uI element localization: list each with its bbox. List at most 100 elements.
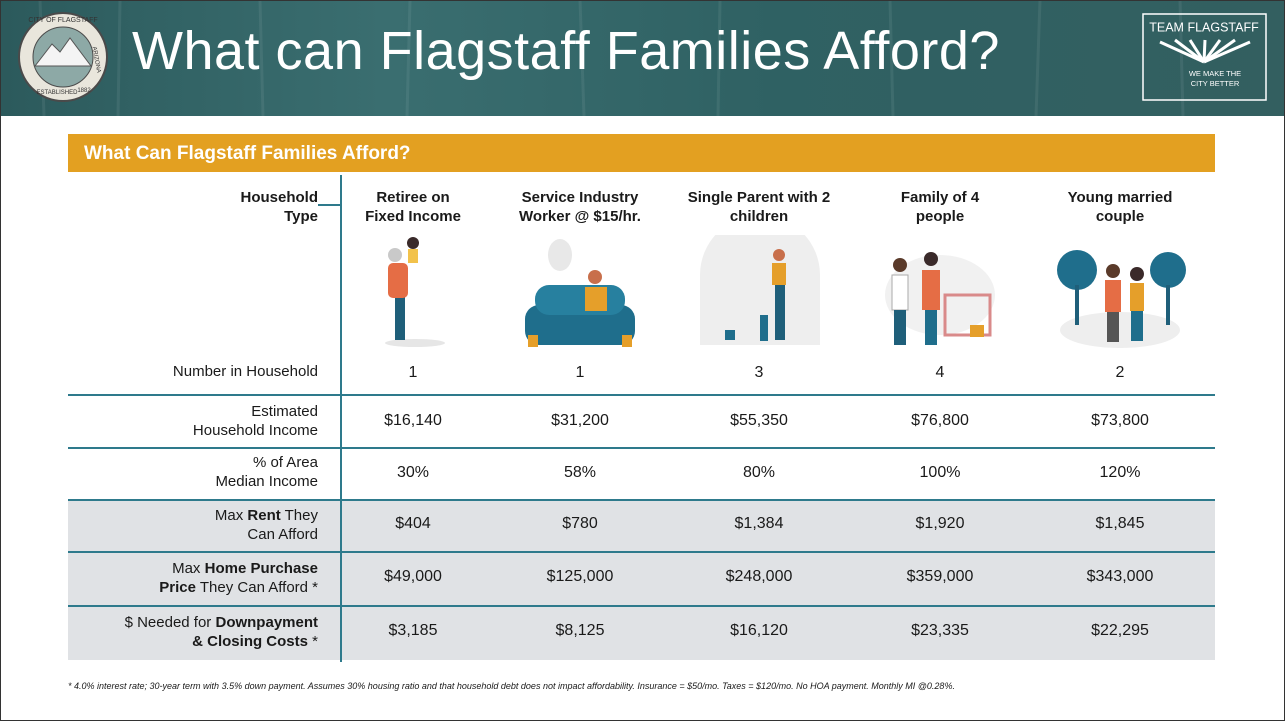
cell-value: $248,000 [725,568,793,585]
text: Single Parent with 2 [687,189,831,206]
row-label: Number in Household [173,362,318,381]
text: Price [159,579,196,596]
text: children [729,208,789,225]
seal-text: ESTABLISHED [37,90,79,96]
text: Max [214,507,244,524]
cell-value: $1,384 [734,515,784,532]
text: people [915,208,965,225]
text: * [312,633,318,650]
text: % of Area [252,454,318,471]
cell-value: $49,000 [384,568,442,585]
row-label: Max Home Purchase Price They Can Afford * [159,559,318,597]
cell-value: $31,200 [551,412,609,429]
cell-value: 2 [1115,364,1125,381]
cell-value: $3,185 [388,622,438,639]
gray-rows [68,500,1215,660]
row-separator [68,499,1215,501]
cell-value: $404 [395,515,431,532]
row-separator [68,605,1215,607]
row-separator [68,394,1215,396]
cell-value: 3 [754,364,764,381]
row-separator [68,447,1215,449]
text: Type [284,208,318,225]
text: & Closing Costs [192,633,308,650]
header-texture: CITY OF FLAGSTAFF ARIZONA ESTABLISHED 18… [18,0,1267,116]
column-header: Single Parent with 2 children [669,188,849,226]
text: Rent [247,507,281,524]
text: Can Afford [247,526,318,543]
cell-value: 80% [742,464,776,481]
cell-value: $359,000 [906,568,974,585]
cell-value: 4 [935,364,945,381]
slide-title: What can Flagstaff Families Afford? [132,21,1000,81]
text: Downpayment [215,614,318,631]
column-header: Retiree on Fixed Income [323,188,503,226]
cell-value: 120% [1099,464,1141,481]
logo-text: TEAM FLAGSTAFF [1149,20,1259,34]
cell-value: $22,295 [1091,622,1149,639]
row-label: Max Rent They Can Afford [215,506,318,544]
column-header: Young married couple [1030,188,1210,226]
illustration-family [885,252,995,345]
cell-value: $55,350 [730,412,788,429]
cell-value: 100% [919,464,961,481]
cell-value: $780 [562,515,598,532]
column-divider [340,175,342,662]
text: Young married [1067,189,1173,206]
cell-value: $125,000 [546,568,614,585]
cell-value: $73,800 [1091,412,1149,429]
text: $ Needed for [124,614,212,631]
cell-value: $16,120 [730,622,788,639]
text: Retiree on [376,189,450,206]
illustration-retiree [385,237,445,347]
table-title: What Can Flagstaff Families Afford? [84,143,411,164]
cell-value: 58% [563,464,597,481]
illustration-couple [1057,250,1186,348]
text: Median Income [215,473,318,490]
cell-value: $8,125 [555,622,605,639]
logo-text: WE MAKE THE [1189,69,1241,78]
corner-header: Household Type [241,188,319,226]
row-label: % of Area Median Income [215,453,318,491]
cell-value: $1,845 [1095,515,1145,532]
cell-value: $1,920 [915,515,965,532]
illustrations [385,235,1186,348]
seal-text: 1882 [77,88,91,94]
column-header: Family of 4 people [850,188,1030,226]
footnote: * 4.0% interest rate; 30-year term with … [68,681,955,691]
text: Home Purchase [204,560,318,577]
text: They Can Afford * [199,579,318,596]
team-logo: TEAM FLAGSTAFF WE MAKE THE CITY BETTER [1142,13,1267,101]
logo-text: CITY BETTER [1191,79,1240,88]
cell-value: 1 [575,364,585,381]
table-title-band [68,134,1215,172]
text: Service Industry [521,189,639,206]
text: Family of 4 [900,189,980,206]
text: Estimated [251,403,318,420]
row-label: Estimated Household Income [193,402,318,440]
illustration-single-parent [700,235,820,345]
seal-text: CITY OF FLAGSTAFF [28,17,97,24]
cell-value: $23,335 [911,622,969,639]
text: Household [240,189,319,206]
city-seal: CITY OF FLAGSTAFF ARIZONA ESTABLISHED 18… [18,12,108,102]
cell-value: $76,800 [911,412,969,429]
text: Household Income [192,422,318,439]
illustration-worker [525,239,635,347]
seal-text: ARIZONA [91,46,102,73]
text: couple [1095,208,1145,225]
row-label: $ Needed for Downpayment & Closing Costs … [125,613,318,651]
text: Number in Household [172,363,318,380]
text: Fixed Income [365,208,461,225]
cell-value: $16,140 [384,412,442,429]
corner-tick [318,204,341,206]
row-separator [68,551,1215,553]
cell-value: 30% [396,464,430,481]
cell-value: 1 [408,364,418,381]
column-header: Service Industry Worker @ $15/hr. [490,188,670,226]
text: Max [172,560,201,577]
text: Worker @ $15/hr. [519,208,641,225]
cell-value: $343,000 [1086,568,1154,585]
header-band: CITY OF FLAGSTAFF ARIZONA ESTABLISHED 18… [0,0,1285,116]
